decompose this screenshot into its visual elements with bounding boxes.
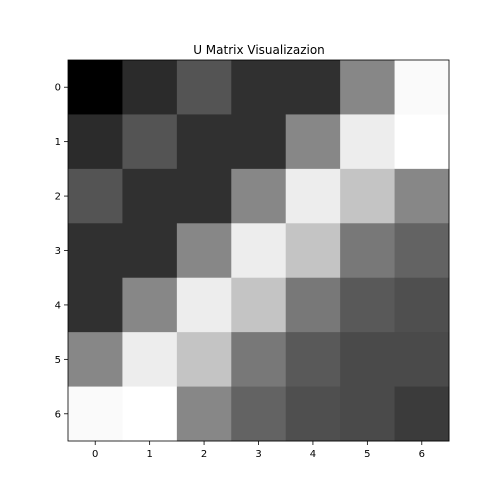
x-axis: 0 1 2 3 4 5 6: [92, 441, 425, 460]
y-tick-label: 4: [55, 300, 61, 311]
heatmap-cell: [122, 223, 177, 278]
heatmap-cell: [68, 114, 123, 169]
heatmap-cell: [340, 387, 395, 442]
heatmap-cells: [68, 60, 450, 442]
heatmap-cell: [177, 223, 232, 278]
heatmap-cell: [231, 169, 286, 224]
heatmap-cell: [395, 60, 450, 115]
heatmap-cell: [68, 332, 123, 387]
heatmap-cell: [122, 169, 177, 224]
x-tick-label: 2: [201, 449, 207, 460]
heatmap-cell: [395, 223, 450, 278]
heatmap-cell: [395, 114, 450, 169]
x-tick-label: 5: [364, 449, 370, 460]
chart-title: U Matrix Visualizazion: [193, 43, 325, 57]
heatmap-cell: [286, 114, 341, 169]
heatmap-cell: [395, 169, 450, 224]
heatmap-cell: [177, 278, 232, 333]
heatmap-cell: [340, 278, 395, 333]
heatmap-cell: [177, 332, 232, 387]
heatmap-cell: [231, 60, 286, 115]
y-tick-label: 3: [55, 246, 61, 257]
heatmap-cell: [122, 114, 177, 169]
y-tick-label: 5: [55, 355, 61, 366]
heatmap-cell: [177, 60, 232, 115]
y-tick-label: 6: [55, 409, 61, 420]
heatmap-cell: [340, 60, 395, 115]
heatmap-cell: [122, 60, 177, 115]
heatmap-cell: [340, 169, 395, 224]
x-tick-label: 6: [419, 449, 425, 460]
x-tick-label: 4: [310, 449, 316, 460]
heatmap-cell: [340, 332, 395, 387]
heatmap-cell: [286, 223, 341, 278]
heatmap-cell: [122, 332, 177, 387]
heatmap-cell: [122, 278, 177, 333]
x-tick-label: 3: [255, 449, 261, 460]
heatmap-cell: [68, 387, 123, 442]
heatmap-cell: [286, 60, 341, 115]
heatmap-cell: [395, 278, 450, 333]
heatmap-cell: [177, 387, 232, 442]
heatmap-cell: [286, 387, 341, 442]
x-tick-label: 1: [146, 449, 152, 460]
heatmap-cell: [68, 60, 123, 115]
heatmap-cell: [231, 387, 286, 442]
heatmap-cell: [231, 332, 286, 387]
heatmap-cell: [395, 332, 450, 387]
heatmap-cell: [68, 223, 123, 278]
heatmap-cell: [286, 278, 341, 333]
heatmap-cell: [231, 223, 286, 278]
y-axis: 0 1 2 3 4 5 6: [55, 83, 68, 421]
heatmap-cell: [177, 114, 232, 169]
heatmap-cell: [231, 278, 286, 333]
x-tick-label: 0: [92, 449, 98, 460]
heatmap-cell: [68, 278, 123, 333]
y-tick-label: 0: [55, 83, 61, 94]
y-tick-label: 2: [55, 192, 61, 203]
heatmap-cell: [286, 332, 341, 387]
heatmap-cell: [286, 169, 341, 224]
heatmap-cell: [68, 169, 123, 224]
heatmap-cell: [395, 387, 450, 442]
heatmap-cell: [122, 387, 177, 442]
heatmap-cell: [340, 114, 395, 169]
heatmap-cell: [231, 114, 286, 169]
heatmap-cell: [177, 169, 232, 224]
heatmap-cell: [340, 223, 395, 278]
y-tick-label: 1: [55, 137, 61, 148]
